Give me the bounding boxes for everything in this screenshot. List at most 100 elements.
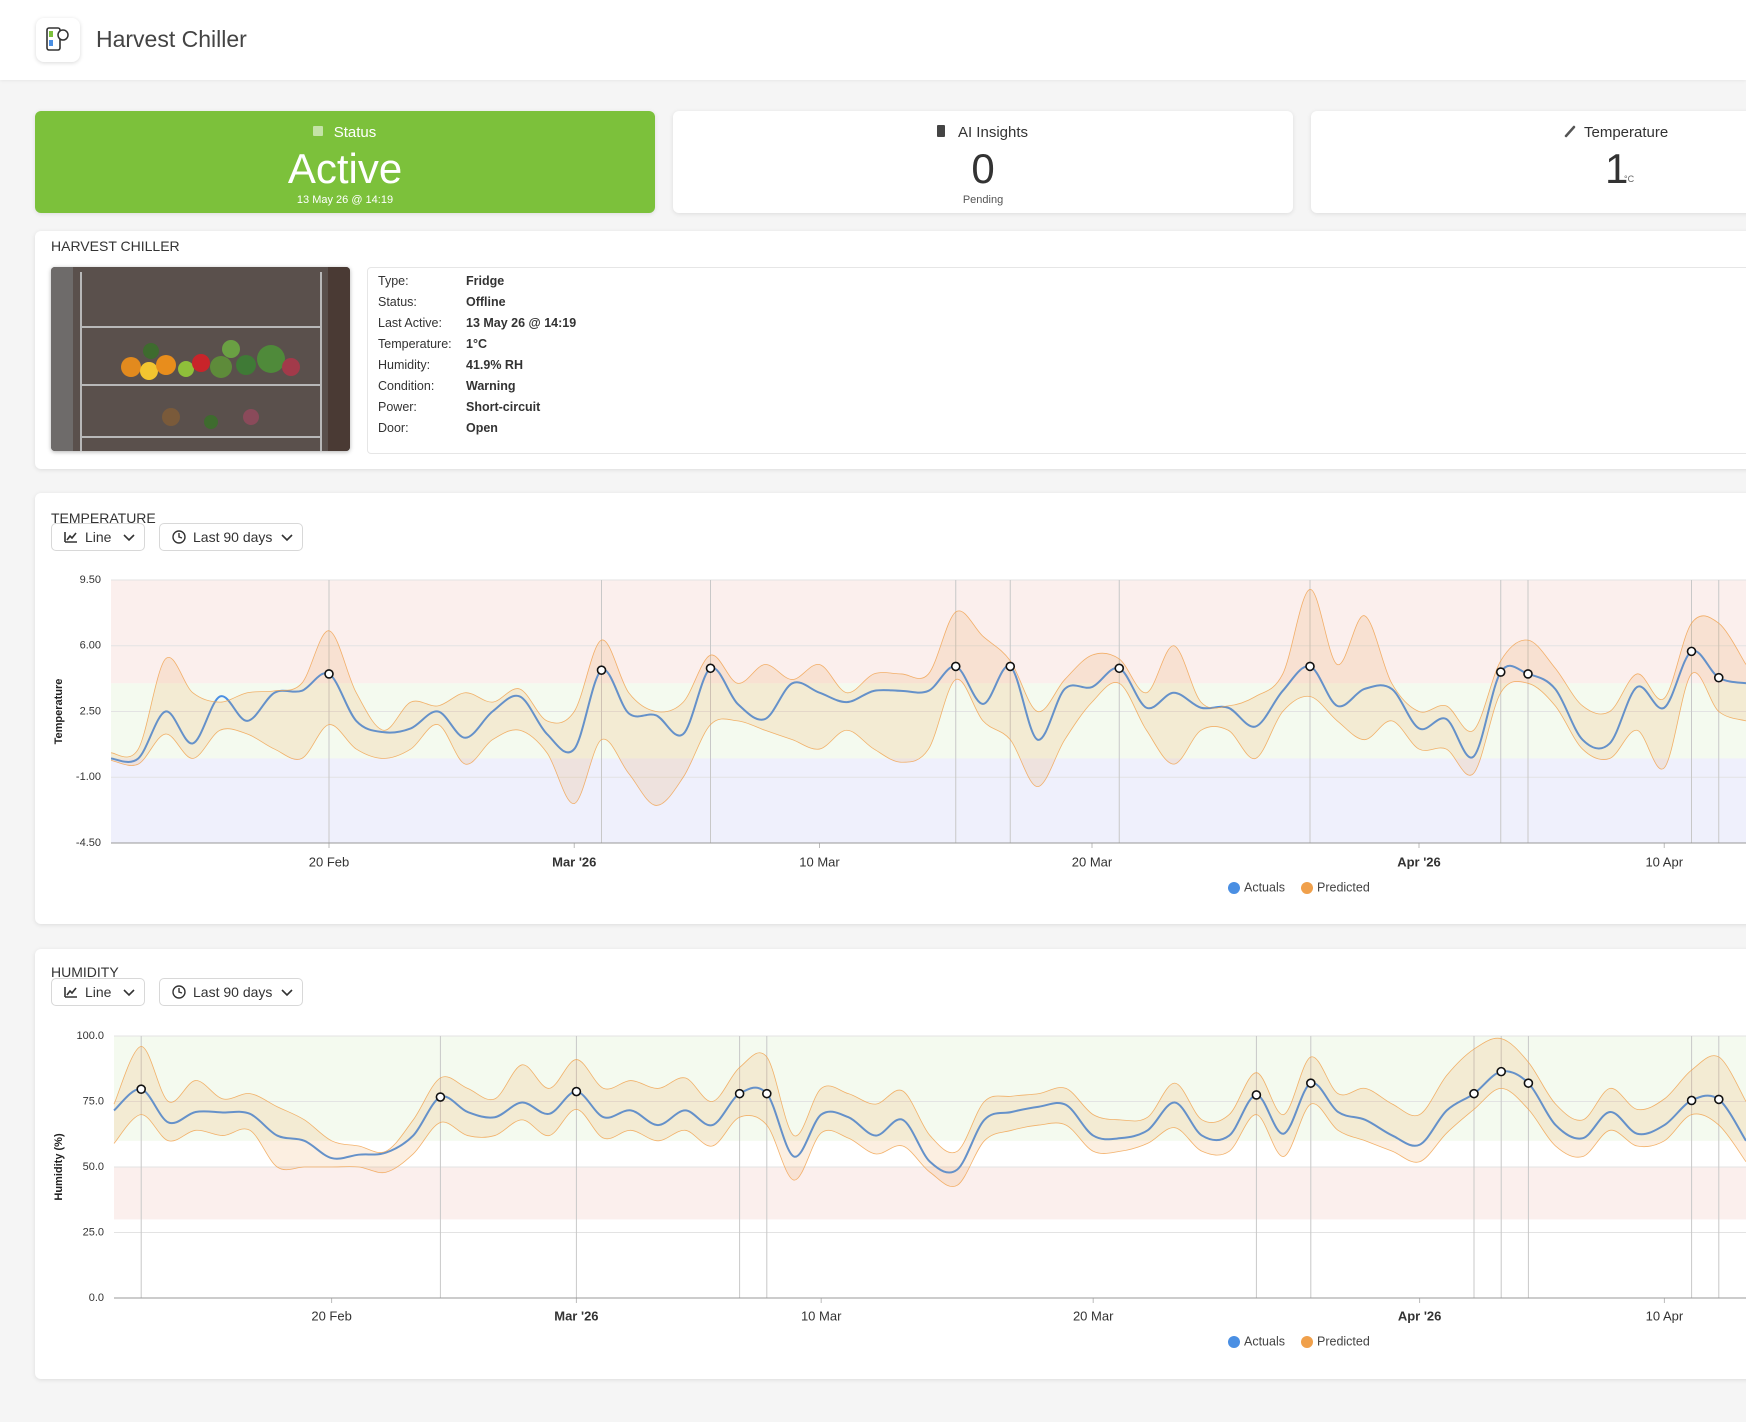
x-tick-label: 20 Mar	[1072, 854, 1113, 869]
actuals-line	[110, 649, 1746, 763]
y-tick-label: 6.00	[80, 640, 101, 652]
detail-value: Open	[466, 421, 498, 435]
x-tick-label: Mar '26	[554, 1308, 598, 1323]
chevron	[281, 989, 293, 997]
x-tick-label: Mar '26	[552, 854, 596, 869]
prediction-upper	[110, 588, 1746, 758]
prediction-band	[114, 1038, 1746, 1187]
prediction-lower	[113, 1087, 1746, 1187]
y-tick-label: 9.50	[80, 574, 101, 586]
detail-value: Offline	[466, 295, 506, 309]
anomaly-marker	[435, 1092, 446, 1102]
x-tick-label: 10 Apr	[1645, 854, 1683, 869]
detail-label: Condition:	[378, 379, 435, 393]
card-unit: °C	[1624, 174, 1635, 184]
y-tick-label: 100.0	[76, 1030, 104, 1042]
section-title: HARVEST CHILLER	[51, 238, 180, 254]
anomaly-marker	[1495, 667, 1506, 677]
anomaly-marker	[1114, 663, 1125, 674]
detail-label: Door:	[378, 421, 409, 435]
anomaly-marker	[1305, 661, 1315, 672]
dropdown-icon	[64, 532, 77, 543]
header	[0, 0, 1746, 80]
y-tick-label: 50.0	[83, 1161, 104, 1173]
detail-value: 41.9% RH	[466, 358, 523, 372]
anomaly-marker	[324, 669, 334, 679]
detail-label: Power:	[378, 400, 417, 414]
detail-label: Temperature:	[378, 337, 452, 351]
thermo-icon	[1564, 125, 1576, 138]
card-value: Active	[287, 145, 403, 192]
card-label: AI Insights	[957, 124, 1029, 141]
anomaly-marker	[1713, 672, 1724, 683]
legend-label: Predicted	[1317, 880, 1370, 894]
dropdown-icon	[64, 987, 77, 998]
prediction-lower	[110, 672, 1746, 806]
detail-value: 13 May 26 @ 14:19	[466, 316, 577, 330]
dropdown-icon	[172, 530, 186, 544]
dropdown-icon	[172, 985, 186, 999]
anomaly-marker	[950, 661, 961, 672]
dropdown-label: Line	[85, 984, 112, 1000]
x-tick-label: Apr '26	[1398, 1308, 1442, 1323]
anomaly-marker	[1523, 669, 1533, 679]
dropdown[interactable]: Line	[51, 523, 145, 551]
detail-value: 1°C	[466, 337, 487, 351]
anomaly-marker	[1005, 661, 1016, 672]
card-label: Status	[333, 124, 377, 141]
anomaly-marker	[705, 663, 716, 674]
temperature-card: Temperature 1 °C	[1311, 111, 1746, 213]
anomaly-marker	[596, 665, 607, 675]
chevron	[123, 534, 135, 542]
section-title: TEMPERATURE	[51, 510, 156, 526]
legend-swatch	[1301, 1336, 1313, 1348]
legend-label: Actuals	[1244, 1334, 1285, 1348]
logo[interactable]	[36, 18, 80, 62]
legend-label: Actuals	[1244, 880, 1285, 894]
anomaly-marker	[136, 1084, 146, 1094]
detail-label: Humidity:	[378, 358, 431, 372]
dropdown[interactable]: Line	[51, 978, 145, 1006]
anomaly-marker	[1251, 1090, 1262, 1100]
x-tick-label: 10 Mar	[801, 1308, 842, 1323]
dropdown[interactable]: Last 90 days	[159, 978, 303, 1006]
threshold-zone	[111, 758, 1746, 843]
anomaly-marker	[1469, 1088, 1479, 1099]
dropdown-label: Last 90 days	[193, 984, 273, 1000]
anomaly-marker	[1496, 1066, 1506, 1077]
chevron	[123, 989, 135, 997]
threshold-zone	[111, 580, 1746, 684]
dropdown[interactable]: Last 90 days	[159, 523, 303, 551]
anomaly-marker	[734, 1088, 745, 1099]
y-tick-label: 75.0	[83, 1095, 104, 1107]
legend-swatch	[1228, 1336, 1240, 1348]
y-tick-label: 25.0	[83, 1226, 104, 1238]
anomaly-marker	[571, 1086, 582, 1097]
prediction-band	[111, 589, 1746, 806]
x-tick-label: 20 Mar	[1073, 1308, 1114, 1323]
y-tick-label: -1.00	[76, 771, 101, 783]
logo-icon	[46, 27, 69, 51]
legend-swatch	[1228, 882, 1240, 894]
page-title: Harvest Chiller	[96, 26, 247, 52]
anomaly-marker	[761, 1088, 772, 1099]
anomaly-marker	[1686, 1095, 1697, 1106]
card-detail: Pending	[962, 194, 1004, 206]
x-tick-label: 20 Feb	[311, 1308, 351, 1323]
threshold-zone	[111, 683, 1746, 759]
detail-label: Type:	[378, 274, 409, 288]
prediction-upper	[113, 1037, 1746, 1154]
card-detail: 13 May 26 @ 14:19	[296, 194, 394, 206]
x-tick-label: 10 Mar	[799, 854, 840, 869]
detail-value: Warning	[466, 379, 516, 393]
legend-swatch	[1301, 882, 1313, 894]
detail-label: Status:	[378, 295, 417, 309]
card-value: 0	[971, 145, 995, 192]
anomaly-marker	[1306, 1078, 1316, 1088]
fridge-photo	[51, 267, 350, 451]
anomaly-marker	[1714, 1094, 1724, 1105]
status-card: Status Active 13 May 26 @ 14:19	[35, 111, 655, 213]
legend-label: Predicted	[1317, 1334, 1370, 1348]
